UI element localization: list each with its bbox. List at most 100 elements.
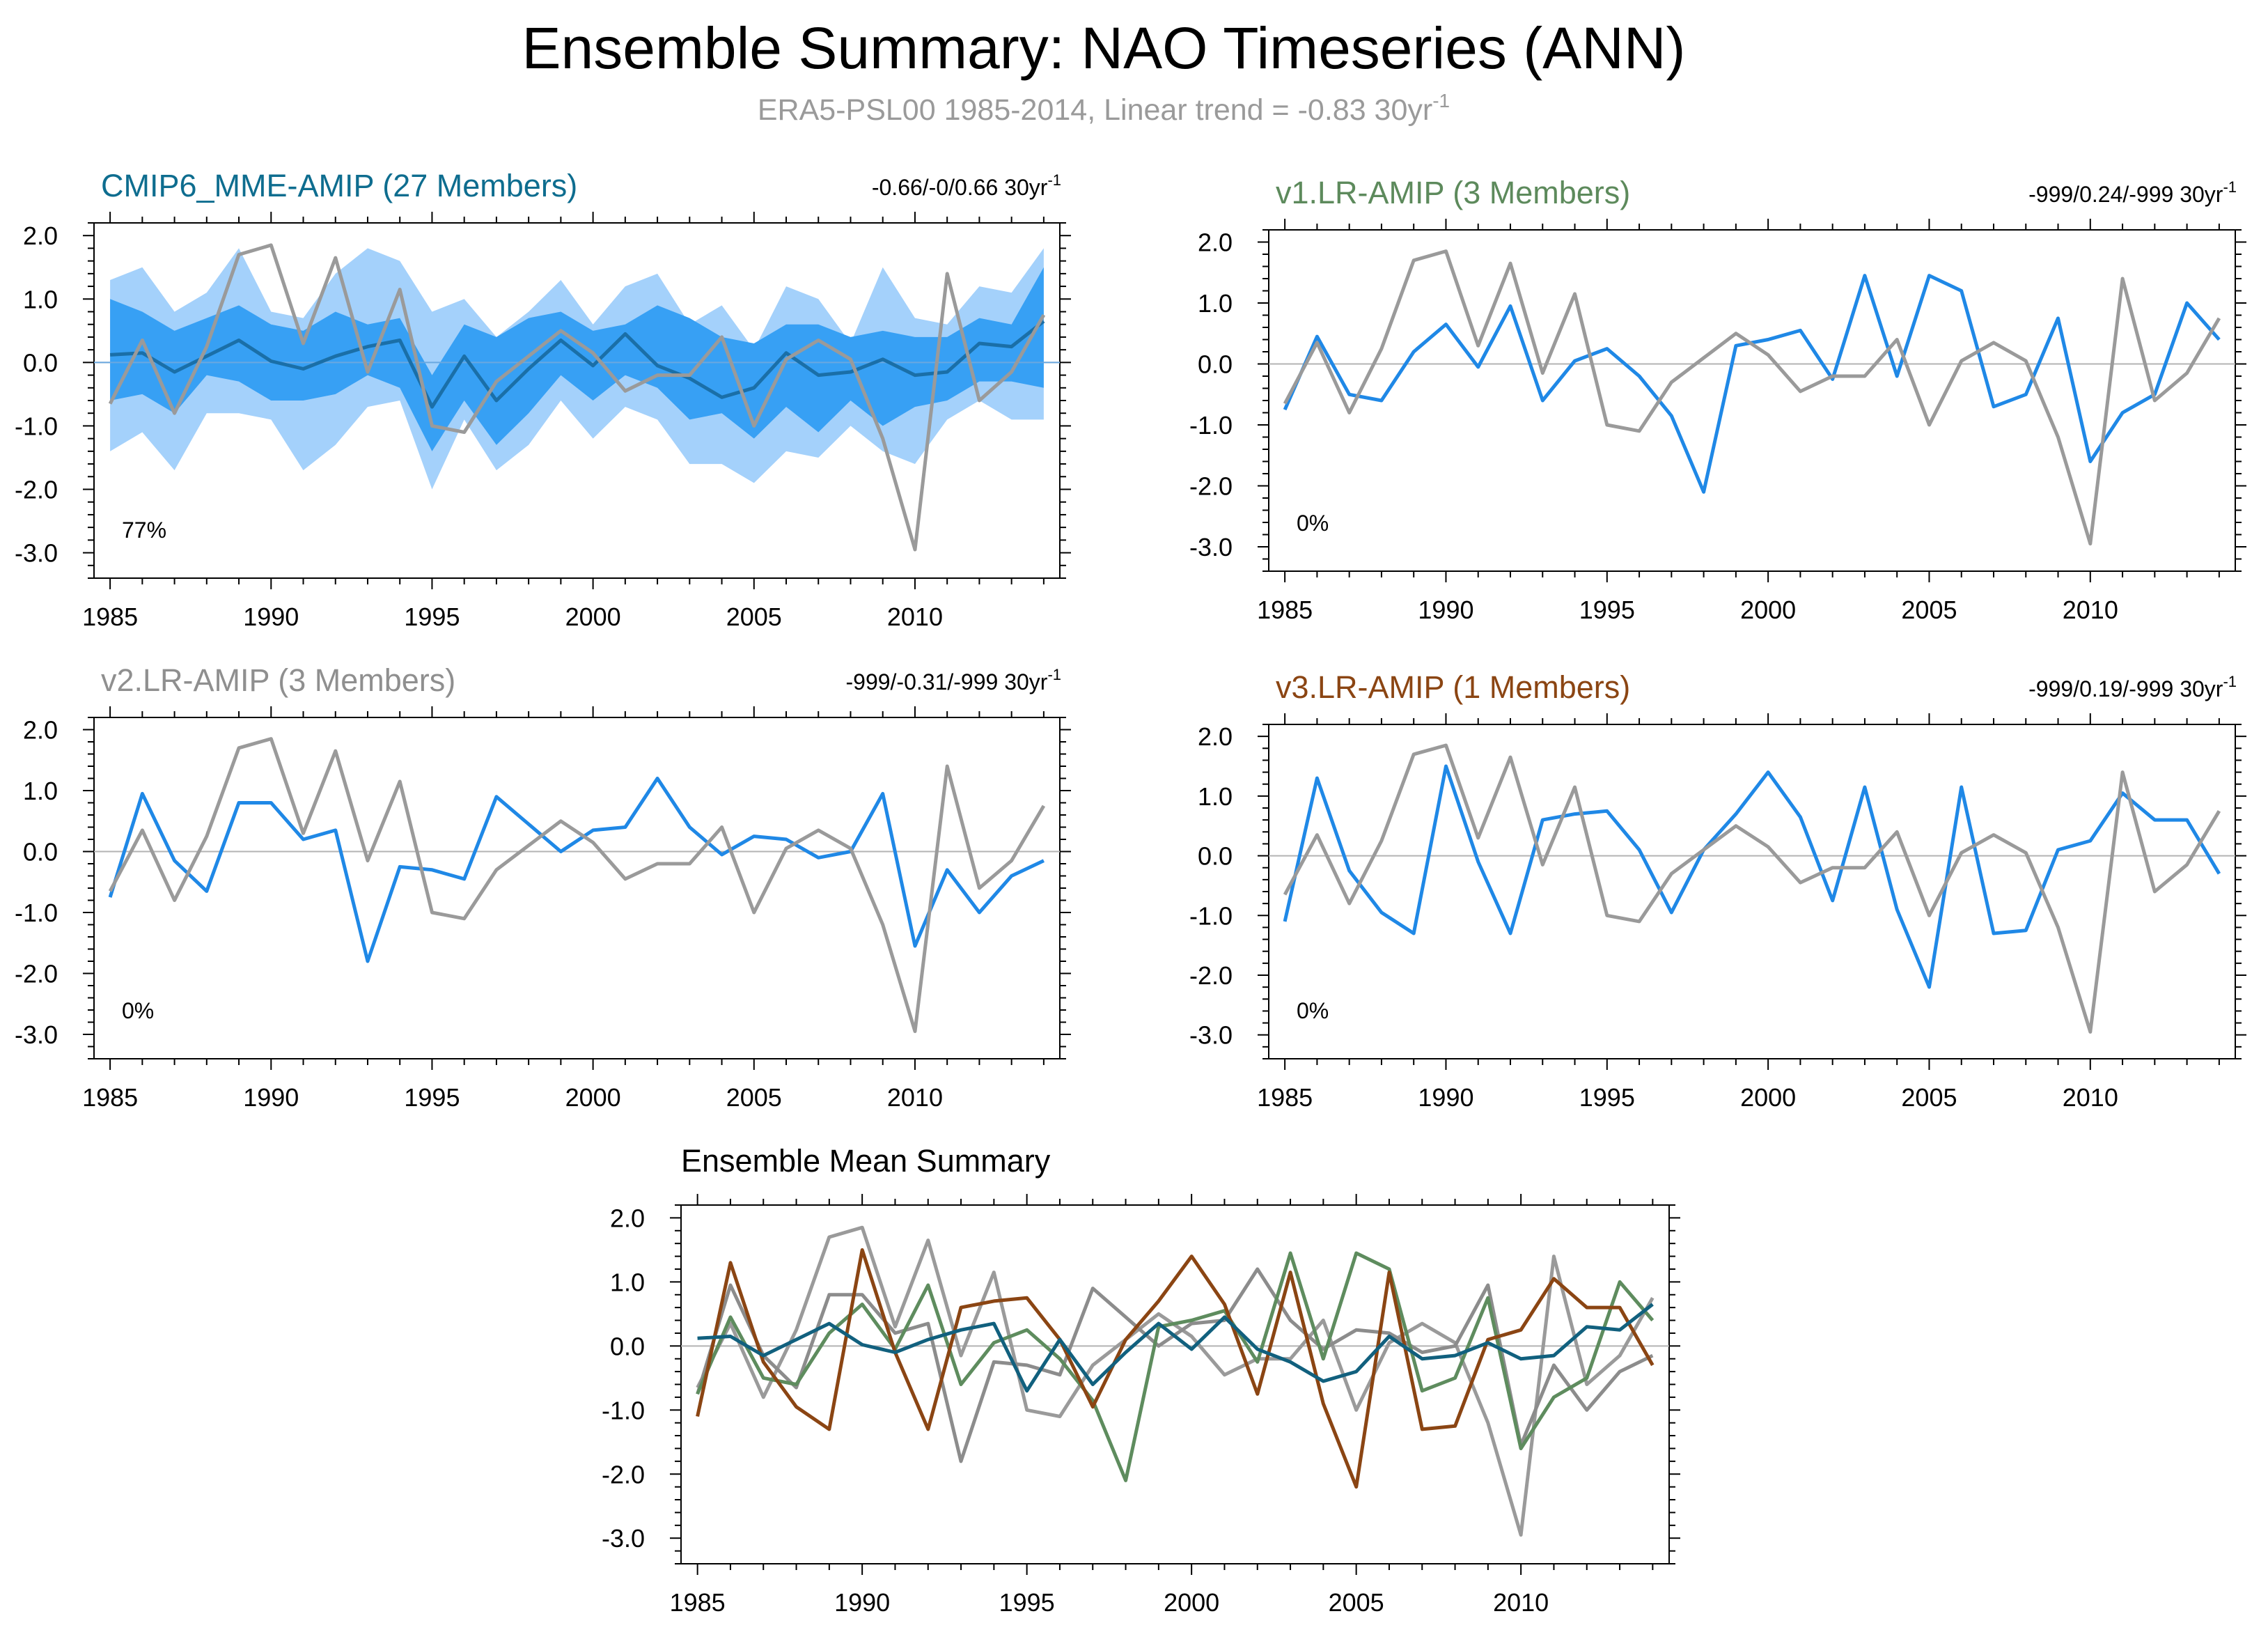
percent-label: 0% <box>1297 998 1329 1023</box>
y-tick-label: 2.0 <box>610 1204 645 1232</box>
trend-text: -999/-0.31/-999 30yr <box>845 669 1047 694</box>
figure-subtitle: ERA5-PSL00 1985-2014, Linear trend = -0.… <box>758 90 1450 127</box>
panel-v1: 2.0 1.0 0.0 -1.0 -2.0 -3.0 1985 1990 1995 2000 200… <box>1189 175 2246 624</box>
y-tick-label: 0.0 <box>1198 842 1233 871</box>
panel-title: v3.LR-AMIP (1 Members) <box>1276 669 1630 705</box>
x-tick-label: 1990 <box>243 603 299 631</box>
x-tick-label: 1985 <box>1257 596 1313 624</box>
x-tick-label: 2010 <box>1493 1588 1549 1617</box>
trend-label: -999/0.24/-999 30yr-1 <box>2028 178 2237 207</box>
x-tick-label: 2000 <box>565 1083 621 1112</box>
plot-frame <box>93 717 1061 1059</box>
y-tick-label: 1.0 <box>610 1268 645 1296</box>
series-line-4 <box>696 1248 1655 1489</box>
x-tick-label: 2000 <box>1164 1588 1219 1617</box>
y-tick-label: 2.0 <box>23 222 58 250</box>
trend-text: -0.66/-0/0.66 30yr <box>872 175 1048 200</box>
y-tick-label: -2.0 <box>1189 472 1233 501</box>
series-line-2 <box>108 243 1046 552</box>
x-tick-label: 1990 <box>243 1083 299 1112</box>
y-tick-label: 1.0 <box>23 285 58 313</box>
y-tick-label: -3.0 <box>602 1524 645 1553</box>
x-tick-label: 1990 <box>1418 1083 1473 1112</box>
y-tick-label: -2.0 <box>15 476 58 504</box>
series-line-2 <box>1283 249 2221 546</box>
y-tick-label: 1.0 <box>23 777 58 805</box>
y-tick-label: -3.0 <box>1189 533 1233 561</box>
y-tick-label: 2.0 <box>1198 228 1233 257</box>
x-tick-label: 1985 <box>670 1588 726 1617</box>
series-line-5 <box>697 1303 1654 1393</box>
trend-sup: -1 <box>2223 673 2237 690</box>
x-tick-label: 1995 <box>404 1083 460 1112</box>
x-tick-label: 2010 <box>887 1083 943 1112</box>
x-tick-label: 2000 <box>1740 596 1796 624</box>
y-tick-label: -3.0 <box>15 1020 58 1049</box>
x-tick-label: 1985 <box>82 603 138 631</box>
trend-sup: -1 <box>1047 171 1061 189</box>
series-line-1 <box>108 777 1045 963</box>
y-tick-label: 2.0 <box>1198 722 1233 751</box>
x-tick-label: 2005 <box>726 603 782 631</box>
figure-title: Ensemble Summary: NAO Timeseries (ANN) <box>522 15 1685 81</box>
x-tick-label: 2005 <box>726 1083 782 1112</box>
panel-v2: 2.0 1.0 0.0 -1.0 -2.0 -3.0 1985 1990 1995 2000 200… <box>15 662 1071 1112</box>
panel-title: Ensemble Mean Summary <box>681 1143 1051 1179</box>
plot-frame <box>1268 724 2236 1059</box>
panel-title: v1.LR-AMIP (3 Members) <box>1276 175 1630 210</box>
x-tick-label: 2005 <box>1901 596 1957 624</box>
trend-label: -999/-0.31/-999 30yr-1 <box>845 666 1061 694</box>
y-tick-label: -1.0 <box>1189 411 1233 440</box>
panel-v3: 2.0 1.0 0.0 -1.0 -2.0 -3.0 1985 1990 1995 2000 200… <box>1189 669 2246 1112</box>
trend-label: -999/0.19/-999 30yr-1 <box>2028 673 2237 701</box>
x-tick-label: 2000 <box>1740 1083 1796 1112</box>
y-tick-label: -1.0 <box>602 1396 645 1424</box>
series-line-1 <box>1283 274 2221 494</box>
x-tick-label: 1995 <box>404 603 460 631</box>
series-line-3 <box>696 1251 1655 1482</box>
x-tick-label: 1990 <box>834 1588 890 1617</box>
x-tick-label: 2010 <box>2063 1083 2118 1112</box>
y-tick-label: 0.0 <box>1198 350 1233 379</box>
x-tick-label: 1995 <box>1579 596 1635 624</box>
y-tick-label: -3.0 <box>15 539 58 568</box>
series-line-2 <box>108 737 1046 1034</box>
trend-text: -999/0.24/-999 30yr <box>2028 182 2223 207</box>
plot-frame <box>1268 229 2236 572</box>
y-tick-label: 1.0 <box>1198 782 1233 811</box>
panels: 2.0 1.0 0.0 -1.0 -2.0 -3.0 1985 1990 1995 2000 200… <box>15 168 2246 1617</box>
spread-band-inner <box>110 267 1044 451</box>
x-tick-label: 2010 <box>2063 596 2118 624</box>
y-tick-label: -2.0 <box>602 1460 645 1489</box>
trend-sup: -1 <box>1047 666 1061 683</box>
panel-title: CMIP6_MME-AMIP (27 Members) <box>101 168 577 203</box>
y-tick-label: -2.0 <box>1189 961 1233 990</box>
x-tick-label: 1985 <box>1257 1083 1313 1112</box>
panel-mme: 2.0 1.0 0.0 -1.0 -2.0 -3.0 1985 1990 1995 2000 200… <box>15 168 1071 631</box>
y-tick-label: -2.0 <box>15 960 58 988</box>
x-tick-label: 2005 <box>1901 1083 1957 1112</box>
x-tick-label: 2005 <box>1329 1588 1384 1617</box>
x-tick-label: 1990 <box>1418 596 1473 624</box>
y-tick-label: 1.0 <box>1198 289 1233 318</box>
y-tick-label: 0.0 <box>23 838 58 867</box>
trend-label: -0.66/-0/0.66 30yr-1 <box>872 171 1061 200</box>
y-tick-label: -3.0 <box>1189 1021 1233 1050</box>
panel-summary: 2.0 1.0 0.0 -1.0 -2.0 -3.0 1985 1990 1995 2000 200… <box>602 1143 1680 1617</box>
y-tick-label: 2.0 <box>23 716 58 745</box>
trend-text: -999/0.19/-999 30yr <box>2028 676 2223 701</box>
percent-label: 77% <box>122 518 166 543</box>
series-line-2 <box>1283 743 2221 1034</box>
y-tick-label: 0.0 <box>610 1332 645 1360</box>
y-tick-label: 0.0 <box>23 348 58 377</box>
percent-label: 0% <box>122 998 154 1023</box>
percent-label: 0% <box>1297 511 1329 536</box>
y-tick-label: -1.0 <box>1189 901 1233 930</box>
trend-sup: -1 <box>2223 178 2237 196</box>
panel-title: v2.LR-AMIP (3 Members) <box>101 662 455 698</box>
plot-frame <box>680 1204 1670 1564</box>
series-line-1 <box>109 320 1045 409</box>
figure-subtitle-sup: -1 <box>1432 90 1450 111</box>
y-tick-label: -1.0 <box>15 899 58 927</box>
